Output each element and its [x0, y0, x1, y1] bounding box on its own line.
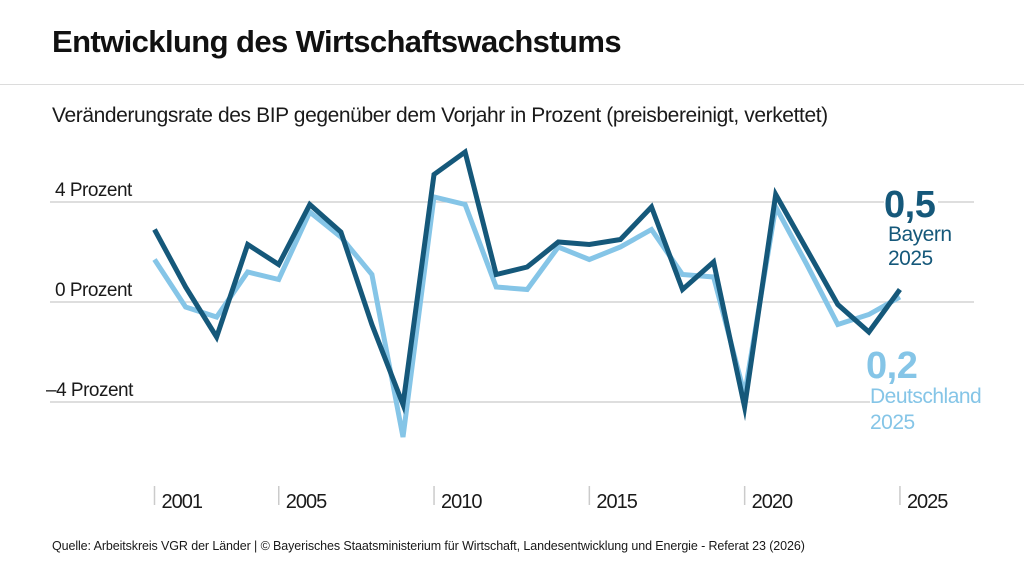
deutschland-series-label: Deutschland [870, 385, 982, 408]
y-axis-label: 0 Prozent [55, 280, 133, 301]
x-axis-label: 2010 [441, 491, 482, 513]
x-axis-label: 2005 [286, 491, 327, 513]
page-title: Entwicklung des Wirtschaftswachstums [52, 24, 622, 59]
bayern-value-label: 0,5 [884, 185, 939, 225]
chart-subtitle: Veränderungsrate des BIP gegenüber dem V… [52, 104, 828, 127]
bayern-year-label: 2025 [888, 247, 933, 270]
x-axis-label: 2025 [907, 491, 948, 513]
series-line-bayern [152, 147, 902, 422]
source-note: Quelle: Arbeitskreis VGR der Länder | © … [52, 539, 805, 553]
deutschland-value-label: 0,2 [866, 346, 921, 386]
x-axis-label: 2001 [162, 491, 203, 513]
y-axis-label: 4 Prozent [55, 180, 133, 201]
header-divider [0, 84, 1024, 85]
deutschland-year-label: 2025 [870, 411, 915, 434]
x-axis-label: 2020 [752, 491, 793, 513]
y-axis-label: –4 Prozent [46, 380, 134, 401]
series-line-deutschland [152, 193, 902, 438]
bayern-series-label: Bayern [888, 223, 952, 246]
x-axis-label: 2015 [596, 491, 637, 513]
